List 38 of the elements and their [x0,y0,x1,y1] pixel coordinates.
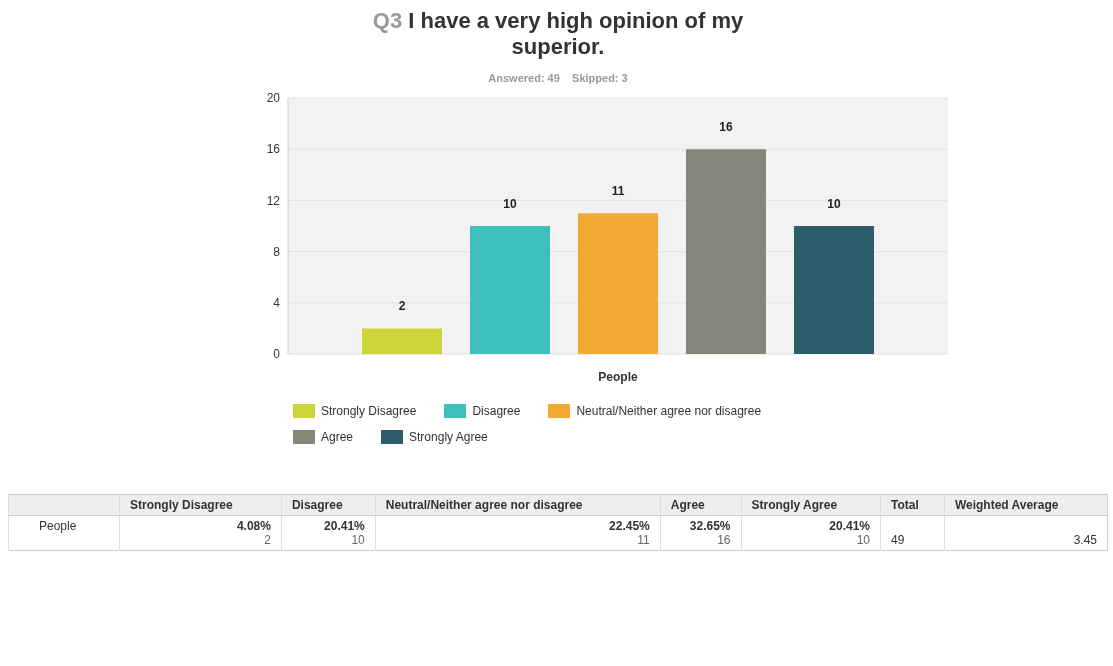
text: Total [880,494,945,516]
text: 20.41% [323,519,365,533]
text: 32.65% [688,519,731,533]
legend-label: Neutral/Neither agree nor disagree [575,404,762,418]
text: 11 [636,533,650,547]
text: 4.08% [235,519,271,533]
text: Weighted Average [944,494,1108,516]
y-tick-label: 16 [266,142,281,157]
legend-label: Agree [320,430,354,444]
data-label: 10 [827,197,841,211]
legend-label: Disagree [471,404,521,418]
data-label: 16 [719,120,733,135]
legend-label: Strongly Agree [408,430,488,444]
text: Strongly Disagree [130,498,233,512]
category-label: People [39,519,77,533]
text: 16 [716,533,731,547]
text: 22.45% [608,519,650,533]
text: Disagree [291,498,343,512]
y-tick-label: 8 [273,244,281,259]
text: 10 [350,533,365,547]
text: 20.41% [828,519,871,533]
text: 3.45 [944,515,1108,551]
text: Neutral/Neither agree nor disagree [385,498,583,512]
y-tick-label: 12 [266,193,281,208]
y-tick-label: 20 [266,91,281,106]
data-label: 10 [503,197,517,211]
text: 49 [880,515,945,551]
chart-title: Q3 I have a very high opinion of my superior. [371,8,745,60]
chart-subtitle: Answered: 49 Skipped: 3 [487,72,629,84]
text: Agree [670,498,705,512]
text: 10 [855,533,871,547]
data-label: 11 [611,184,625,199]
y-tick-label: 4 [273,296,281,311]
text: Strongly Agree [751,498,838,512]
text: 2 [263,533,271,547]
legend-label: Strongly Disagree [320,404,417,418]
data-label: 2 [398,299,406,314]
y-tick-label: 0 [273,347,281,362]
